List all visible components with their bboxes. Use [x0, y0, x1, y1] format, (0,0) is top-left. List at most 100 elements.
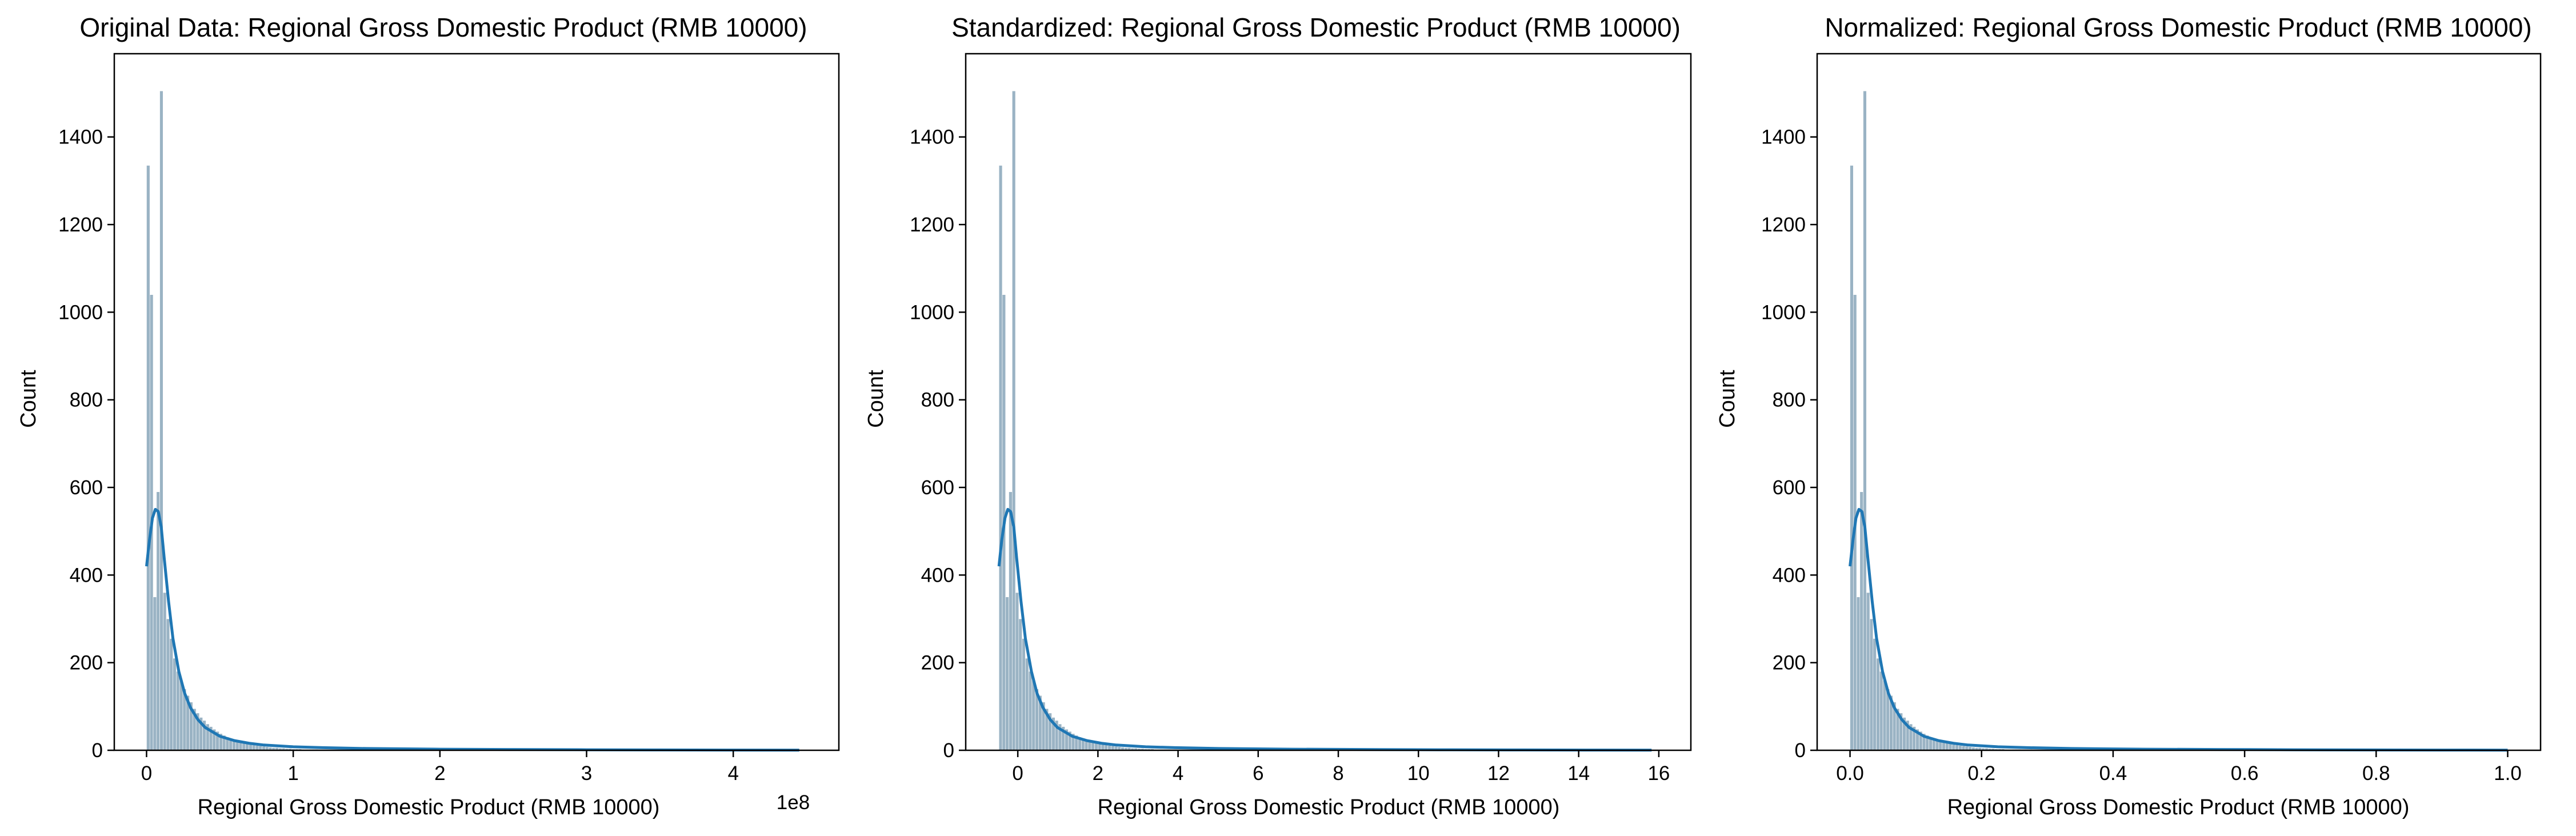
y-tick-label: 1000 — [910, 301, 954, 323]
histogram-bar — [1879, 671, 1883, 751]
histogram-bars — [146, 90, 329, 751]
x-tick-label: 4 — [1173, 762, 1183, 785]
y-axis-ticks: 0 200 400 600 800 1000 1200 1400 — [1761, 126, 1817, 762]
histogram-bar — [251, 745, 256, 751]
histogram-bars — [1850, 90, 2031, 751]
plot-frame — [1816, 53, 2542, 751]
x-axis-ticks: 0 1 2 3 4 — [141, 750, 739, 785]
x-tick-label: 2 — [1093, 762, 1103, 785]
y-tick-label: 0 — [92, 739, 103, 762]
panel-original: Original Data: Regional Gross Domestic P… — [17, 13, 840, 819]
histogram-bar — [1104, 745, 1108, 751]
histogram-bar — [1863, 90, 1867, 751]
x-axis-label: Regional Gross Domestic Product (RMB 100… — [1947, 795, 2410, 819]
histogram-bar — [1101, 744, 1105, 751]
x-tick-label: 0.2 — [1967, 762, 1995, 785]
y-tick-label: 1400 — [1761, 126, 1806, 149]
histogram-bar — [245, 743, 249, 751]
y-axis-label: Count — [17, 370, 41, 428]
y-tick-label: 200 — [1773, 652, 1806, 674]
x-axis-label: Regional Gross Domestic Product (RMB 100… — [1098, 795, 1560, 819]
chart-title: Standardized: Regional Gross Domestic Pr… — [951, 13, 1681, 42]
histogram-bar — [1011, 90, 1016, 751]
histogram-bar — [1882, 680, 1887, 751]
chart-title: Normalized: Regional Gross Domestic Prod… — [1825, 13, 2531, 42]
histogram-bar — [1873, 638, 1877, 751]
x-tick-label: 12 — [1487, 762, 1510, 785]
x-tick-label: 14 — [1567, 762, 1590, 785]
histogram-bar — [1856, 597, 1861, 751]
x-tick-label: 0.6 — [2231, 762, 2259, 785]
x-tick-label: 6 — [1253, 762, 1263, 785]
y-tick-label: 1200 — [58, 214, 103, 236]
x-axis-ticks: 0.0 0.2 0.4 0.6 0.8 1.0 — [1836, 750, 2522, 785]
histogram-bar — [166, 618, 170, 751]
histogram-bar — [1018, 618, 1022, 751]
x-tick-label: 0 — [1012, 762, 1023, 785]
y-tick-label: 400 — [921, 564, 954, 586]
y-tick-label: 1000 — [1761, 301, 1806, 323]
kde-line — [997, 507, 1652, 752]
histogram-bar — [249, 744, 253, 751]
histogram-bar — [169, 638, 173, 751]
kde-line — [145, 507, 799, 752]
y-tick-label: 600 — [70, 477, 103, 499]
panel-normalized: Normalized: Regional Gross Domestic Prod… — [1715, 13, 2542, 819]
x-tick-label: 0.4 — [2099, 762, 2127, 785]
y-tick-label: 800 — [921, 389, 954, 411]
x-tick-label: 2 — [434, 762, 445, 785]
x-tick-label: 16 — [1647, 762, 1670, 785]
histogram-bar — [1005, 597, 1009, 751]
y-tick-label: 0 — [1795, 739, 1806, 762]
y-tick-label: 400 — [1773, 564, 1806, 586]
histogram-bar — [1015, 592, 1019, 751]
y-tick-label: 200 — [70, 652, 103, 674]
histogram-bar — [1107, 745, 1111, 751]
y-tick-label: 200 — [921, 652, 954, 674]
histogram-bar — [156, 491, 160, 751]
y-axis-label: Count — [864, 370, 888, 428]
y-tick-label: 800 — [70, 389, 103, 411]
histogram-bar — [255, 745, 259, 751]
x-tick-label: 0.0 — [1836, 762, 1864, 785]
histogram-bar — [159, 90, 163, 751]
histogram-bar — [1859, 491, 1863, 751]
y-axis-label: Count — [1715, 370, 1739, 428]
histogram-bar — [1869, 618, 1874, 751]
x-axis-offset-label: 1e8 — [777, 791, 810, 814]
y-axis-ticks: 0 200 400 600 800 1000 1200 1400 — [910, 126, 966, 762]
y-tick-label: 1400 — [58, 126, 103, 149]
histogram-bar — [153, 597, 157, 751]
histogram-bar — [1025, 658, 1029, 751]
y-tick-label: 1000 — [58, 301, 103, 323]
chart-title: Original Data: Regional Gross Domestic P… — [79, 13, 807, 42]
y-tick-label: 1200 — [910, 214, 954, 236]
y-tick-label: 800 — [1773, 389, 1806, 411]
histogram-bar — [1031, 680, 1035, 751]
histogram-bar — [1097, 743, 1102, 751]
x-tick-label: 1.0 — [2494, 762, 2522, 785]
x-tick-label: 0 — [141, 762, 152, 785]
x-tick-label: 8 — [1333, 762, 1343, 785]
y-tick-label: 600 — [921, 477, 954, 499]
histogram-bar — [1866, 592, 1870, 751]
y-tick-label: 1400 — [910, 126, 954, 149]
histogram-bar — [163, 592, 167, 751]
histogram-bar — [1951, 744, 1955, 751]
histogram-bars — [998, 90, 1181, 751]
histogram-bar — [1022, 638, 1026, 751]
plot-frame — [113, 53, 840, 751]
histogram-bar — [1945, 742, 1949, 751]
y-tick-label: 600 — [1773, 477, 1806, 499]
x-tick-label: 1 — [287, 762, 298, 785]
y-axis-ticks: 0 200 400 600 800 1000 1200 1400 — [58, 126, 114, 762]
histogram-bar — [1850, 165, 1854, 751]
x-axis-label: Regional Gross Domestic Product (RMB 100… — [198, 795, 660, 819]
histogram-bar — [1876, 658, 1880, 751]
histogram-bar — [998, 165, 1003, 751]
x-tick-label: 4 — [727, 762, 738, 785]
x-tick-label: 10 — [1407, 762, 1430, 785]
x-axis-ticks: 0 2 4 6 8 10 12 14 16 — [1012, 750, 1670, 785]
histogram-bar — [176, 671, 180, 751]
